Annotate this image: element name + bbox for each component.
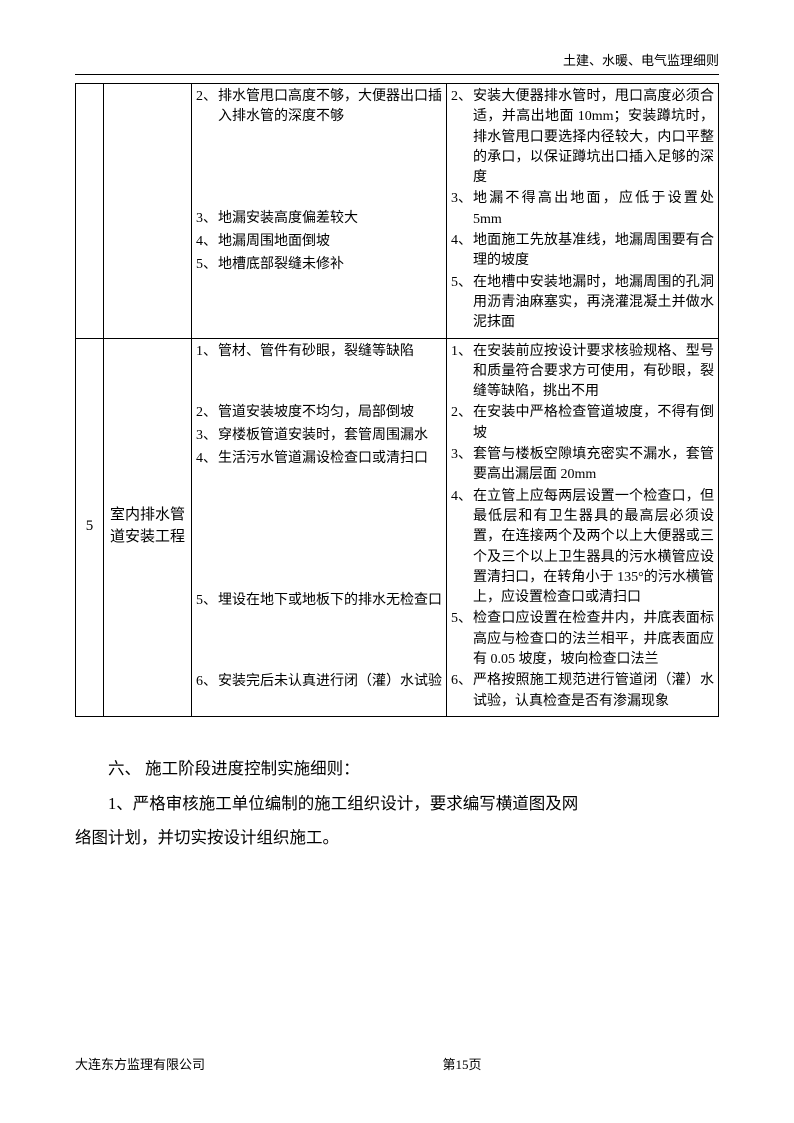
list-item: 2、排水管甩口高度不够，大便器出口插入排水管的深度不够 <box>196 87 442 128</box>
list-item: 3、穿楼板管道安装时，套管周围漏水 <box>196 426 442 446</box>
list-item: 1、在安装前应按设计要求核验规格、型号和质量符合要求方可使用，有砂眼，裂缝等缺陷… <box>451 342 714 403</box>
list-item: 3、套管与楼板空隙填充密实不漏水，套管要高出漏层面 20mm <box>451 445 714 486</box>
list-item: 4、在立管上应每两层设置一个检查口，但最低层和有卫生器具的最高层必须设置，在连接… <box>451 487 714 609</box>
list-item: 2、安装大便器排水管时，甩口高度必须合适，并高出地面 10mm；安装蹲坑时，排水… <box>451 87 714 188</box>
list-item: 5、在地槽中安装地漏时，地漏周围的孔洞用沥青油麻塞实，再浇灌混凝土并做水泥抹面 <box>451 273 714 334</box>
list-item: 1、管材、管件有砂眼，裂缝等缺陷 <box>196 342 442 362</box>
list-item: 3、地漏不得高出地面，应低于设置处 5mm <box>451 189 714 230</box>
list-item: 6、严格按照施工规范进行管道闭（灌）水试验，认真检查是否有渗漏现象 <box>451 671 714 712</box>
list-item: 5、检查口应设置在检查井内，井底表面标高应与检查口的法兰相平，井底表面应有 0.… <box>451 609 714 670</box>
spacer <box>196 471 442 591</box>
footer-company: 大连东方监理有限公司 <box>75 1054 205 1073</box>
row2-num: 5 <box>76 338 104 716</box>
row2-col3: 1、管材、管件有砂眼，裂缝等缺陷 2、管道安装坡度不均匀，局部倒坡 3、穿楼板管… <box>192 338 447 716</box>
list-item: 2、在安装中严格检查管道坡度，不得有倒坡 <box>451 403 714 444</box>
list-item: 2、管道安装坡度不均匀，局部倒坡 <box>196 403 442 423</box>
table-row: 5 室内排水管道安装工程 1、管材、管件有砂眼，裂缝等缺陷 2、管道安装坡度不均… <box>76 338 719 716</box>
body-paragraphs: 六、 施工阶段进度控制实施细则： 1、严格审核施工单位编制的施工组织设计，要求编… <box>75 752 719 856</box>
row1-col4: 2、安装大便器排水管时，甩口高度必须合适，并高出地面 10mm；安装蹲坑时，排水… <box>447 84 719 339</box>
row1-name <box>104 84 192 339</box>
spacer <box>196 129 442 209</box>
paragraph: 络图计划，并切实按设计组织施工。 <box>75 821 719 856</box>
paragraph: 1、严格审核施工单位编制的施工组织设计，要求编写横道图及网 <box>75 787 719 822</box>
list-item: 4、地面施工先放基准线，地漏周围要有合理的坡度 <box>451 231 714 272</box>
row1-num <box>76 84 104 339</box>
spacer <box>196 363 442 403</box>
table-row: 2、排水管甩口高度不够，大便器出口插入排水管的深度不够 3、地漏安装高度偏差较大… <box>76 84 719 339</box>
list-item: 4、地漏周围地面倒坡 <box>196 232 442 252</box>
row2-name: 室内排水管道安装工程 <box>104 338 192 716</box>
section-heading: 六、 施工阶段进度控制实施细则： <box>75 752 719 787</box>
row2-col4: 1、在安装前应按设计要求核验规格、型号和质量符合要求方可使用，有砂眼，裂缝等缺陷… <box>447 338 719 716</box>
list-item: 5、埋设在地下或地板下的排水无检查口 <box>196 591 442 611</box>
row1-col3: 2、排水管甩口高度不够，大便器出口插入排水管的深度不够 3、地漏安装高度偏差较大… <box>192 84 447 339</box>
list-item: 5、地槽底部裂缝未修补 <box>196 255 442 275</box>
spacer <box>196 612 442 672</box>
page-header: 土建、水暖、电气监理细则 <box>75 50 719 75</box>
page-footer: 大连东方监理有限公司 第15页 <box>75 1054 719 1073</box>
list-item: 4、生活污水管道漏设检查口或清扫口 <box>196 449 442 469</box>
list-item: 3、地漏安装高度偏差较大 <box>196 209 442 229</box>
main-table: 2、排水管甩口高度不够，大便器出口插入排水管的深度不够 3、地漏安装高度偏差较大… <box>75 83 719 717</box>
list-item: 6、安装完后未认真进行闭（灌）水试验 <box>196 672 442 692</box>
